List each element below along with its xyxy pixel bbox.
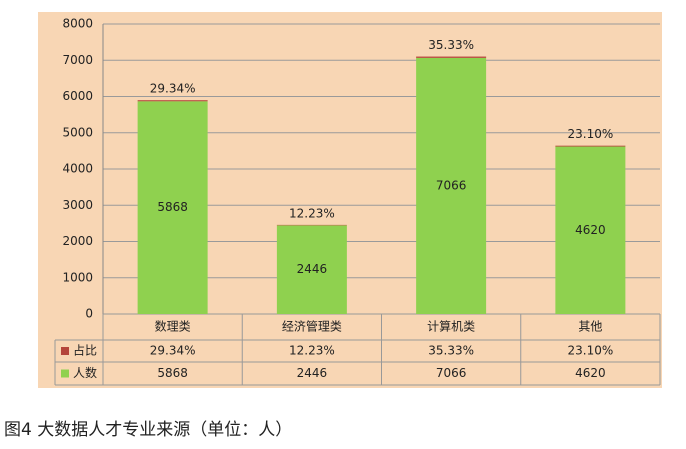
y-tick-label: 0	[85, 307, 93, 321]
y-tick-label: 6000	[62, 89, 93, 103]
value-label: 29.34%	[150, 82, 196, 96]
table-cell: 12.23%	[289, 344, 335, 358]
table-cell: 35.33%	[428, 344, 474, 358]
bar	[137, 100, 208, 102]
legend-swatch	[61, 347, 69, 355]
table-cell: 7066	[436, 366, 467, 380]
table-cell: 29.34%	[150, 344, 196, 358]
value-label: 7066	[436, 178, 467, 192]
y-tick-label: 1000	[62, 270, 93, 284]
y-tick-label: 8000	[62, 17, 93, 31]
y-tick-label: 3000	[62, 198, 93, 212]
bar	[555, 145, 626, 147]
value-label: 4620	[575, 223, 606, 237]
x-tick-label: 数理类	[155, 319, 191, 334]
bar	[276, 225, 347, 314]
value-label: 35.33%	[428, 38, 474, 52]
bar	[416, 56, 487, 58]
x-tick-label: 其他	[578, 320, 602, 334]
x-tick-label: 计算机类	[427, 319, 475, 334]
legend-label: 人数	[73, 365, 97, 380]
legend-swatch	[61, 369, 69, 378]
caption: 图4 大数据人才专业来源（单位：人）	[4, 420, 292, 440]
table-cell: 4620	[575, 366, 606, 380]
value-label: 5868	[157, 200, 188, 214]
y-tick-label: 7000	[62, 53, 93, 67]
bar	[137, 101, 208, 314]
bar	[416, 57, 487, 315]
y-tick-label: 2000	[62, 234, 93, 248]
legend-label: 占比	[73, 343, 97, 358]
table-cell: 2446	[297, 366, 328, 380]
value-label: 12.23%	[289, 206, 335, 220]
table-cell: 23.10%	[567, 344, 613, 358]
value-label: 23.10%	[567, 127, 613, 141]
x-tick-label: 经济管理类	[282, 319, 342, 334]
bar	[555, 146, 626, 314]
y-tick-label: 4000	[62, 162, 93, 176]
y-tick-label: 5000	[62, 125, 93, 139]
table-cell: 5868	[157, 366, 188, 380]
value-label: 2446	[297, 262, 328, 276]
